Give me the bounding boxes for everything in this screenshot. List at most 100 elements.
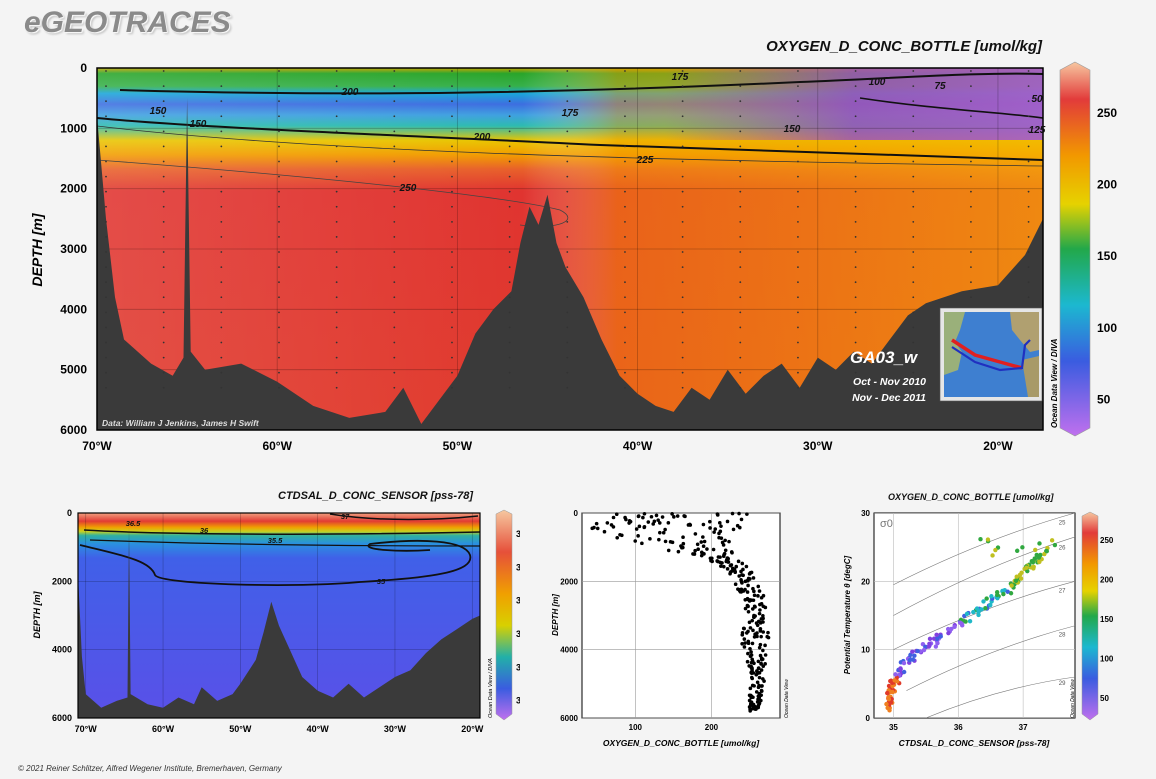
station-sample: [393, 70, 396, 72]
station-sample: [393, 190, 396, 193]
station-sample: [797, 266, 799, 268]
station-sample: [681, 386, 684, 389]
profile-point: [756, 666, 761, 670]
profile-point: [642, 525, 647, 530]
station-sample: [912, 220, 915, 223]
sigma-label: σ0: [880, 518, 893, 530]
profile-point: [755, 631, 759, 635]
station-sample: [451, 160, 453, 163]
profile-point: [766, 630, 770, 635]
profile-point: [670, 540, 675, 545]
station-sample: [739, 70, 742, 72]
profile-point: [693, 548, 697, 553]
station-sample: [278, 296, 280, 299]
profile-point: [708, 519, 712, 524]
station-sample: [335, 386, 338, 389]
contour-200: [97, 117, 1043, 161]
x-tick-label: 35: [889, 723, 898, 732]
profile-point: [737, 574, 742, 578]
profile-point: [633, 539, 638, 543]
profile-point: [759, 689, 764, 693]
profile-point: [641, 515, 645, 520]
isopycnal-label: 29: [1059, 681, 1066, 687]
station-sample: [797, 205, 799, 208]
x-tick-label: 60°W: [262, 439, 292, 453]
colorbar-tick: 37: [516, 562, 520, 572]
profile-point: [657, 521, 662, 525]
profile-point: [758, 642, 763, 647]
station-sample: [566, 371, 569, 374]
station-sample: [162, 311, 165, 314]
profile-point: [755, 623, 760, 628]
profile-point: [751, 576, 756, 580]
station-sample: [797, 220, 799, 223]
station-sample: [278, 145, 280, 148]
station-sample: [393, 356, 396, 359]
station-sample: [105, 130, 107, 133]
contour-label: 100: [869, 77, 886, 88]
station-sample: [105, 371, 107, 374]
station-sample: [681, 326, 684, 329]
station-sample: [566, 205, 569, 208]
station-sample: [854, 386, 857, 389]
profile-point: [752, 615, 756, 619]
station-sample: [220, 115, 223, 118]
colorbar-tick: 100: [1097, 321, 1117, 335]
contour-label: 50: [1031, 94, 1043, 105]
oxygen-section-chart: 200 175 100 75 150 175 150 150 200 225 250 50 125 70…: [29, 61, 1117, 453]
data-credit: Data: William J Jenkins, James H Swift: [102, 418, 260, 428]
station-sample: [1027, 220, 1030, 223]
station-sample: [566, 251, 569, 253]
profile-point: [727, 539, 731, 544]
station-sample: [451, 175, 453, 178]
station-sample: [508, 175, 511, 178]
ts-point: [888, 678, 894, 683]
station-sample: [681, 70, 684, 72]
station-sample: [105, 326, 107, 329]
profile-point: [758, 608, 762, 612]
station-sample: [105, 145, 107, 148]
station-sample: [854, 115, 857, 118]
station-sample: [278, 266, 280, 268]
station-sample: [854, 371, 857, 374]
station-sample: [566, 326, 569, 329]
profile-point: [666, 548, 671, 553]
station-sample: [508, 236, 511, 238]
cruise-label: GA03_w: [850, 348, 919, 367]
station-sample: [970, 115, 972, 118]
station-sample: [854, 145, 857, 148]
contour-225: [97, 125, 1043, 167]
ts-point: [1033, 547, 1038, 553]
station-sample: [451, 130, 453, 133]
ts-point: [1008, 591, 1014, 596]
profile-point: [751, 598, 756, 603]
station-sample: [220, 266, 223, 268]
profile-point: [761, 664, 766, 669]
profile-point: [723, 548, 728, 553]
station-sample: [162, 115, 165, 118]
station-sample: [566, 145, 569, 148]
profile-point: [722, 564, 726, 569]
profile-point: [696, 547, 700, 552]
profile-point: [758, 629, 763, 633]
station-sample: [624, 115, 626, 118]
profile-point: [748, 626, 753, 630]
station-sample: [1027, 281, 1030, 284]
station-sample: [739, 160, 742, 163]
profile-point: [740, 561, 745, 566]
colorbar-tick: 36: [516, 629, 520, 639]
station-sample: [624, 371, 626, 374]
profile-point: [748, 707, 752, 712]
profile-point: [618, 532, 622, 537]
x-tick-label: 50°W: [229, 724, 252, 734]
ts-point: [898, 666, 903, 671]
ts-point: [988, 602, 993, 608]
profile-point: [761, 593, 766, 598]
station-sample: [220, 160, 223, 163]
profile-point: [752, 635, 757, 639]
profile-point: [726, 556, 730, 561]
station-sample: [508, 386, 511, 389]
station-sample: [624, 236, 626, 238]
contour-200-upper: [119, 72, 1043, 95]
station-sample: [970, 175, 972, 178]
